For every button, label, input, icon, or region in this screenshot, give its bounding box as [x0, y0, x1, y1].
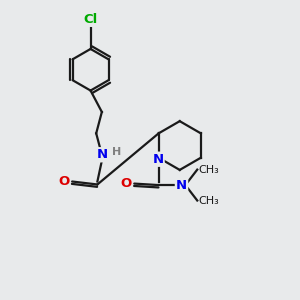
- Text: O: O: [58, 175, 69, 188]
- Text: N: N: [176, 178, 187, 192]
- Text: N: N: [96, 148, 107, 161]
- Text: O: O: [120, 177, 131, 190]
- Text: H: H: [112, 147, 121, 157]
- Text: Cl: Cl: [83, 13, 98, 26]
- Text: CH₃: CH₃: [199, 165, 220, 175]
- Text: CH₃: CH₃: [199, 196, 220, 206]
- Text: N: N: [152, 153, 164, 166]
